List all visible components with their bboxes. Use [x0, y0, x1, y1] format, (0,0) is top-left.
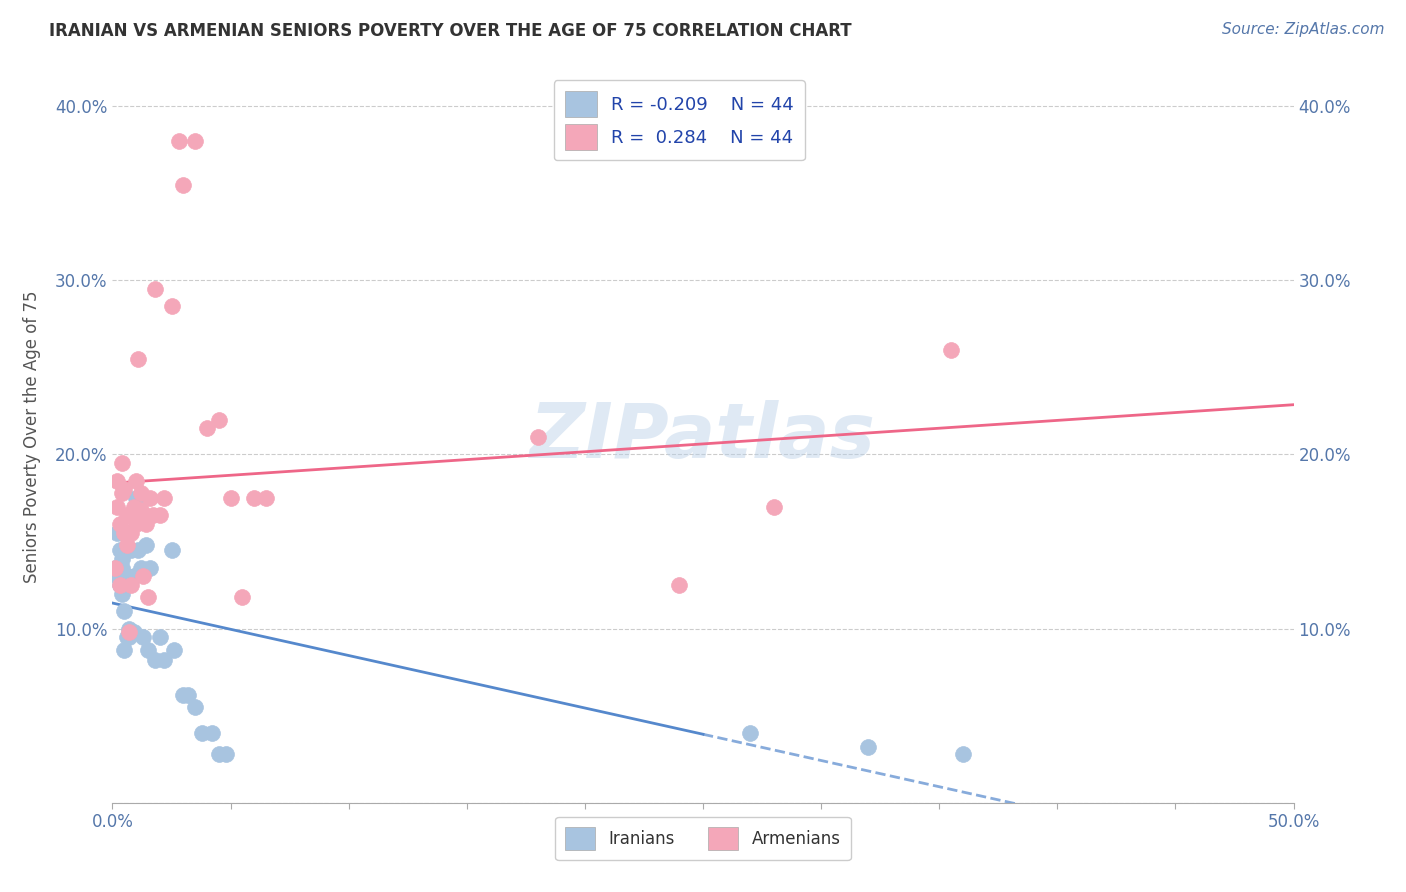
- Point: [122, 569, 145, 583]
- Point: [135, 538, 157, 552]
- Point: [112, 642, 135, 657]
- Point: [177, 688, 200, 702]
- Point: [172, 178, 194, 192]
- Point: [858, 740, 880, 755]
- Point: [160, 543, 183, 558]
- Point: [163, 642, 186, 657]
- Point: [108, 578, 131, 592]
- Point: [153, 653, 176, 667]
- Point: [136, 591, 159, 605]
- Point: [127, 543, 149, 558]
- Point: [104, 560, 127, 574]
- Point: [125, 517, 148, 532]
- Y-axis label: Seniors Poverty Over the Age of 75: Seniors Poverty Over the Age of 75: [24, 291, 41, 583]
- Point: [208, 412, 231, 426]
- Point: [112, 483, 135, 497]
- Point: [160, 300, 183, 314]
- Point: [143, 653, 166, 667]
- Point: [115, 569, 138, 583]
- Point: [191, 726, 214, 740]
- Point: [129, 560, 152, 574]
- Point: [132, 569, 155, 583]
- Point: [125, 474, 148, 488]
- Point: [740, 726, 762, 740]
- Point: [112, 604, 135, 618]
- Point: [139, 491, 162, 505]
- Point: [105, 525, 128, 540]
- Point: [120, 543, 142, 558]
- Point: [118, 625, 141, 640]
- Point: [118, 622, 141, 636]
- Point: [115, 525, 138, 540]
- Point: [115, 538, 138, 552]
- Point: [952, 747, 974, 761]
- Point: [122, 500, 145, 514]
- Point: [108, 578, 131, 592]
- Point: [129, 485, 152, 500]
- Point: [184, 700, 207, 714]
- Point: [112, 578, 135, 592]
- Point: [172, 688, 194, 702]
- Point: [139, 560, 162, 574]
- Point: [111, 456, 134, 470]
- Point: [115, 508, 138, 523]
- Legend: Iranians, Armenians: Iranians, Armenians: [555, 817, 851, 860]
- Point: [111, 485, 134, 500]
- Point: [149, 508, 172, 523]
- Point: [939, 343, 962, 357]
- Point: [136, 642, 159, 657]
- Point: [208, 747, 231, 761]
- Point: [115, 569, 138, 583]
- Point: [132, 631, 155, 645]
- Point: [135, 517, 157, 532]
- Point: [243, 491, 266, 505]
- Point: [105, 569, 128, 583]
- Point: [118, 525, 141, 540]
- Point: [153, 491, 176, 505]
- Point: [125, 500, 148, 514]
- Point: [118, 631, 141, 645]
- Point: [254, 491, 277, 505]
- Point: [108, 517, 131, 532]
- Point: [108, 543, 131, 558]
- Point: [111, 560, 134, 574]
- Point: [120, 625, 142, 640]
- Point: [104, 560, 127, 574]
- Point: [129, 503, 152, 517]
- Point: [149, 631, 172, 645]
- Text: IRANIAN VS ARMENIAN SENIORS POVERTY OVER THE AGE OF 75 CORRELATION CHART: IRANIAN VS ARMENIAN SENIORS POVERTY OVER…: [49, 22, 852, 40]
- Point: [115, 631, 138, 645]
- Point: [111, 587, 134, 601]
- Point: [112, 525, 135, 540]
- Point: [231, 591, 253, 605]
- Point: [120, 578, 142, 592]
- Point: [762, 500, 785, 514]
- Point: [526, 430, 548, 444]
- Point: [127, 351, 149, 366]
- Point: [668, 578, 690, 592]
- Point: [143, 282, 166, 296]
- Point: [184, 134, 207, 148]
- Point: [111, 552, 134, 566]
- Point: [219, 491, 242, 505]
- Point: [142, 508, 165, 523]
- Point: [122, 625, 145, 640]
- Point: [201, 726, 224, 740]
- Point: [195, 421, 218, 435]
- Point: [118, 508, 141, 523]
- Point: [120, 525, 142, 540]
- Point: [215, 747, 238, 761]
- Text: ZIPatlas: ZIPatlas: [530, 401, 876, 474]
- Point: [167, 134, 190, 148]
- Point: [125, 491, 148, 505]
- Text: Source: ZipAtlas.com: Source: ZipAtlas.com: [1222, 22, 1385, 37]
- Point: [105, 500, 128, 514]
- Point: [105, 474, 128, 488]
